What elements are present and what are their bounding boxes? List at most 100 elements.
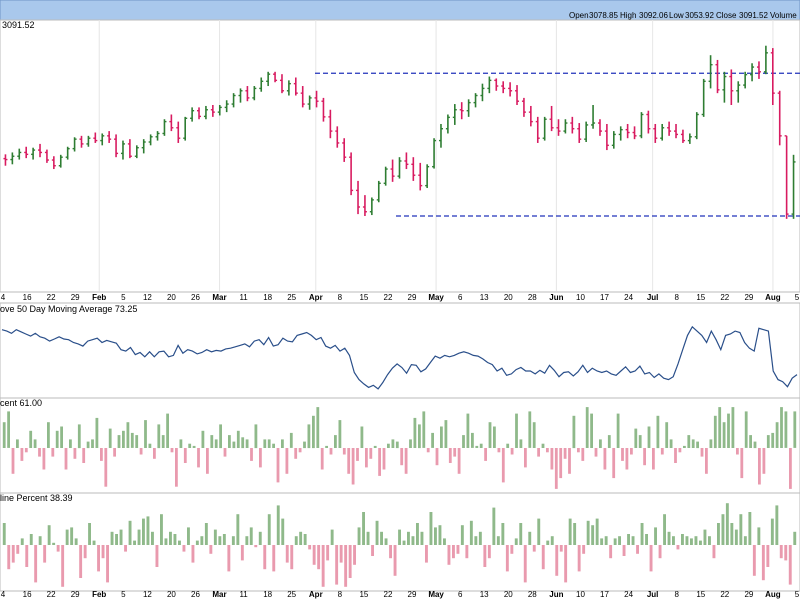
ohlc-bar xyxy=(93,132,98,143)
bar-negative xyxy=(447,545,451,565)
bar-positive xyxy=(591,525,595,545)
x-tick-label: 15 xyxy=(696,590,705,599)
bar-positive xyxy=(775,505,779,545)
bar-negative xyxy=(483,545,487,567)
ohlc-bar xyxy=(273,71,278,83)
bar-positive xyxy=(440,426,443,448)
bar-positive xyxy=(110,531,114,545)
bar-negative xyxy=(348,545,352,578)
ohlc-bar xyxy=(390,159,395,182)
bar-negative xyxy=(501,448,505,483)
bar-negative xyxy=(308,545,312,550)
x-tick-label: 15 xyxy=(696,293,705,302)
ohlc-bar xyxy=(584,121,589,143)
bar-positive xyxy=(528,411,532,448)
bar-negative xyxy=(320,448,324,470)
ma-series xyxy=(1,325,798,390)
ohlc-bar xyxy=(653,123,658,143)
bar-negative xyxy=(425,545,428,563)
ohlc-bar xyxy=(743,71,748,89)
ohlc-bar xyxy=(58,154,63,168)
ohlc-bar xyxy=(756,61,761,79)
bar-negative xyxy=(259,448,262,468)
ohlc-bar xyxy=(127,139,132,159)
bar-negative xyxy=(700,448,704,457)
ohlc-bar xyxy=(639,112,644,139)
bar-negative xyxy=(42,448,46,470)
bar-positive xyxy=(672,536,675,545)
bar-positive xyxy=(739,514,743,545)
bar-positive xyxy=(590,413,593,448)
bar-positive xyxy=(568,518,572,545)
bar-positive xyxy=(119,529,123,545)
bar-positive xyxy=(195,540,199,545)
ohlc-bar xyxy=(618,126,623,141)
bar-negative xyxy=(11,448,15,474)
bar-positive xyxy=(330,529,334,545)
x-tick-label: 29 xyxy=(408,590,417,599)
bar-positive xyxy=(501,523,505,545)
x-tick-label: 4 xyxy=(1,293,6,302)
bar-negative xyxy=(505,545,509,572)
bar-negative xyxy=(577,448,580,453)
bar-positive xyxy=(179,439,183,448)
bar-positive xyxy=(654,527,657,545)
x-tick-label: 13 xyxy=(480,590,489,599)
ohlc-bar xyxy=(24,146,29,159)
bar-negative xyxy=(104,448,108,487)
bar-positive xyxy=(267,439,271,448)
bar-negative xyxy=(139,448,143,455)
bar-positive xyxy=(780,407,783,448)
bar-positive xyxy=(20,538,24,545)
ohlc-bar xyxy=(625,123,630,139)
bar-positive xyxy=(471,432,474,448)
ohlc-bar xyxy=(701,78,706,117)
x-tick-label: 18 xyxy=(263,293,272,302)
bar-positive xyxy=(713,415,717,449)
ohlc-bar xyxy=(563,119,568,134)
bar-negative xyxy=(24,448,28,453)
bar-positive xyxy=(691,439,695,448)
bar-negative xyxy=(298,448,302,453)
ohlc-bar xyxy=(667,121,672,136)
ohlc-bar xyxy=(210,105,215,117)
x-tick-label: 12 xyxy=(143,590,152,599)
bar-positive xyxy=(438,525,442,545)
ohlc-bar xyxy=(17,148,22,160)
bar-negative xyxy=(290,545,294,570)
high-label: High xyxy=(620,11,636,20)
x-tick-label: 5 xyxy=(121,590,126,599)
ohlc-bar xyxy=(252,86,257,101)
ohlc-bar xyxy=(383,166,388,186)
bar-positive xyxy=(492,507,496,545)
ohlc-bar xyxy=(680,129,685,143)
bar-positive xyxy=(506,443,510,448)
x-tick-label: 20 xyxy=(167,293,176,302)
bar-positive xyxy=(187,527,190,545)
ohlc-bar xyxy=(432,138,437,169)
x-tick-label: 29 xyxy=(744,293,753,302)
bar-positive xyxy=(65,529,69,545)
x-tick-label: 22 xyxy=(720,293,729,302)
bar-negative xyxy=(317,545,321,570)
ohlc-bar xyxy=(418,162,423,191)
bar-negative xyxy=(452,545,455,559)
bar-positive xyxy=(722,422,726,448)
x-tick-label: 18 xyxy=(263,590,272,599)
x-tick-label: 5 xyxy=(795,590,800,599)
bar-negative xyxy=(676,545,680,550)
bar-positive xyxy=(694,536,698,545)
bar-positive xyxy=(616,413,620,448)
bar-negative xyxy=(550,448,554,470)
ohlc-bar xyxy=(120,140,125,160)
bar-negative xyxy=(766,545,770,567)
bar-negative xyxy=(276,448,280,483)
ohlc-bar xyxy=(597,119,602,136)
bar-positive xyxy=(289,432,293,448)
bar-positive xyxy=(721,514,725,545)
bar-positive xyxy=(29,430,33,448)
bar-negative xyxy=(448,448,452,463)
bar-negative xyxy=(382,448,386,470)
x-tick-label: 17 xyxy=(600,590,609,599)
ohlc-bar xyxy=(38,143,43,158)
